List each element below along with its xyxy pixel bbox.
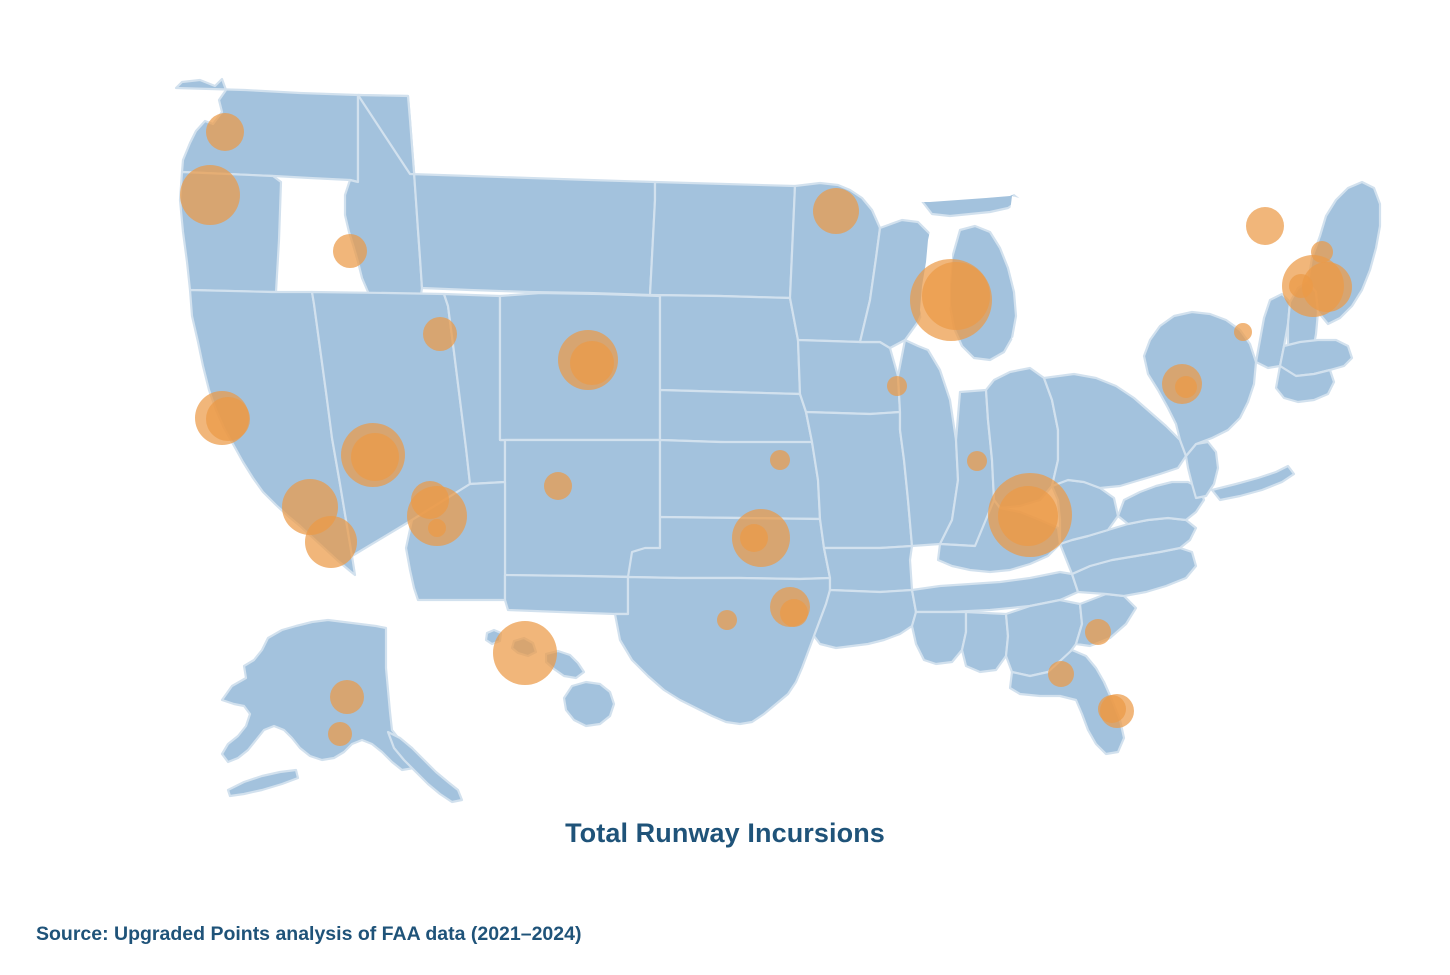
- incursion-bubble: [887, 376, 907, 396]
- chart-title: Total Runway Incursions: [565, 818, 885, 848]
- incursion-bubble: [740, 524, 768, 552]
- incursion-bubble: [330, 680, 364, 714]
- incursion-bubble: [1048, 661, 1074, 687]
- incursion-bubble: [206, 397, 250, 441]
- lake-huron: [1010, 196, 1040, 286]
- us-bubble-map: [174, 77, 1382, 804]
- state-pennsylvania: [1042, 372, 1188, 490]
- lake-superior: [890, 172, 1022, 202]
- source-note: Source: Upgraded Points analysis of FAA …: [36, 923, 582, 945]
- lake-ontario: [1100, 302, 1174, 324]
- incursion-bubble: [1098, 695, 1126, 723]
- incursion-bubble: [305, 516, 357, 568]
- incursion-bubble: [998, 486, 1058, 546]
- incursion-bubble: [206, 113, 244, 151]
- lake-erie: [1012, 320, 1092, 352]
- state-new-jersey: [1184, 440, 1220, 500]
- alaska-aleutians: [226, 768, 300, 798]
- incursion-bubble: [180, 165, 240, 225]
- incursion-bubble: [544, 472, 572, 500]
- state-louisiana: [812, 588, 918, 650]
- state-iowa: [796, 338, 902, 416]
- incursion-bubble: [351, 433, 399, 481]
- hawaii-big-island: [562, 680, 616, 728]
- state-massachusetts: [1278, 338, 1354, 378]
- incursion-bubble: [813, 188, 859, 234]
- incursion-bubble: [967, 451, 987, 471]
- incursion-bubble: [423, 317, 457, 351]
- incursion-bubble: [780, 599, 808, 627]
- incursion-bubble: [1246, 207, 1284, 245]
- state-mississippi: [910, 610, 968, 666]
- incursion-bubble: [922, 262, 990, 330]
- incursion-bubble: [428, 519, 446, 537]
- state-north-dakota: [648, 180, 797, 300]
- state-arkansas: [822, 544, 914, 594]
- state-south-dakota: [648, 293, 802, 396]
- state-nebraska: [658, 388, 814, 446]
- incursion-bubble: [1085, 619, 1111, 645]
- incursion-bubble: [333, 234, 367, 268]
- state-connecticut-rhodeisland: [1274, 364, 1336, 404]
- incursion-bubble: [717, 610, 737, 630]
- state-missouri: [804, 410, 914, 550]
- incursion-bubble: [770, 450, 790, 470]
- state-alaska: [220, 618, 422, 772]
- incursion-bubble: [328, 722, 352, 746]
- incursion-bubble: [570, 341, 614, 385]
- incursion-bubble: [1289, 274, 1313, 298]
- incursion-bubble: [411, 481, 449, 519]
- incursion-bubble-layer: [180, 113, 1352, 746]
- state-kansas: [658, 438, 822, 521]
- state-alabama: [960, 610, 1010, 674]
- state-maryland-delaware: [1116, 480, 1206, 526]
- incursion-bubble: [1234, 323, 1252, 341]
- state-new-york-long-island: [1210, 464, 1296, 502]
- incursion-bubble: [1175, 376, 1197, 398]
- incursion-bubble: [493, 621, 557, 685]
- incursion-bubble: [1311, 241, 1333, 263]
- incursion-bubble: [1302, 262, 1352, 312]
- state-florida: [1008, 648, 1126, 756]
- alaska-southeast-panhandle: [386, 730, 464, 804]
- state-new-mexico: [503, 573, 630, 616]
